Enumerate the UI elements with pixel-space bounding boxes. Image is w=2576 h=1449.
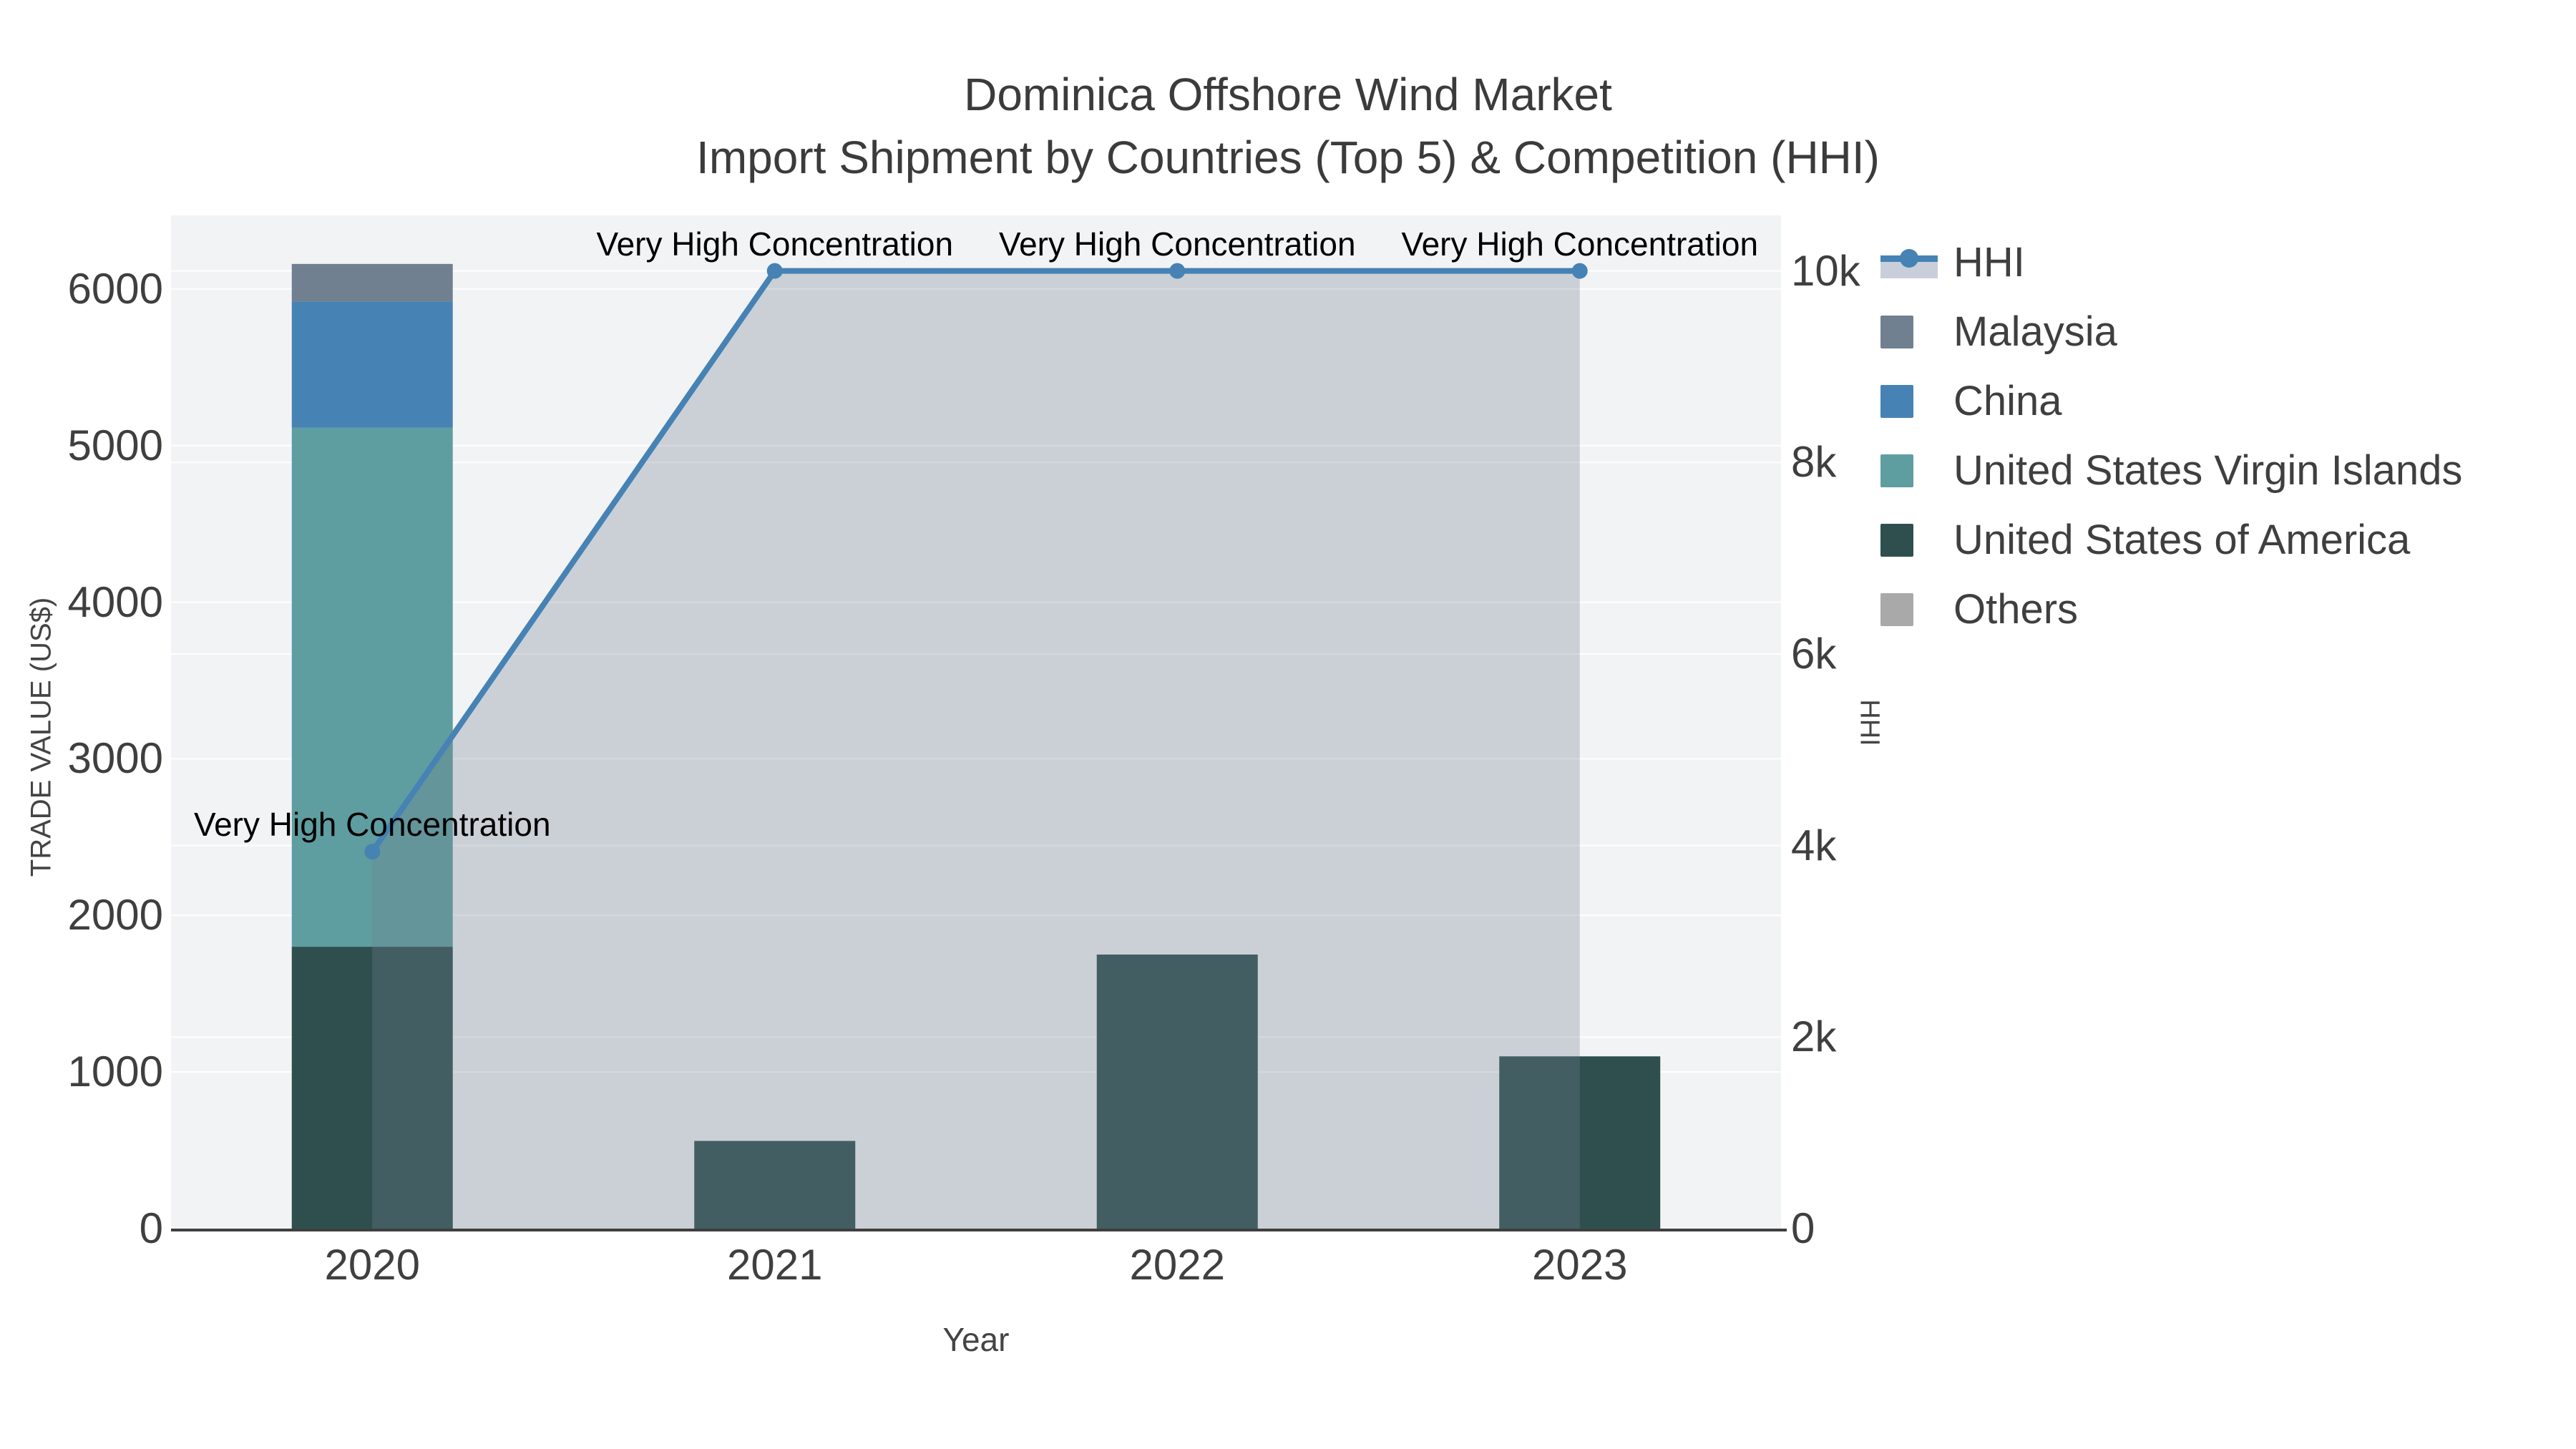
swatch-malaysia bbox=[1880, 315, 1913, 348]
y-left-tick-0: 0 bbox=[139, 1204, 163, 1252]
legend-label: United States of America bbox=[1953, 517, 2411, 563]
hhi-marker-2022 bbox=[1169, 263, 1186, 279]
legend-item-malaysia[interactable]: Malaysia bbox=[1880, 297, 2462, 366]
legend: HHI Malaysia China United States Virgin Isl… bbox=[1880, 228, 2462, 644]
legend-label: United States Virgin Islands bbox=[1953, 447, 2463, 494]
color-swatch-icon bbox=[1880, 523, 1941, 557]
legend-label: Malaysia bbox=[1953, 308, 2117, 355]
legend-item-hhi[interactable]: HHI bbox=[1880, 228, 2462, 297]
y-axis-left-title: TRADE VALUE (US$) bbox=[25, 597, 57, 877]
bar-2023-united-states-of-america bbox=[1499, 1056, 1661, 1229]
bar-2020-china bbox=[291, 301, 453, 428]
y-right-tick-0: 0 bbox=[1791, 1204, 1815, 1252]
x-tick-2021: 2021 bbox=[727, 1241, 823, 1289]
legend-item-china[interactable]: China bbox=[1880, 366, 2462, 436]
y-axis-right-title: HHI bbox=[1854, 699, 1885, 746]
legend-label: Others bbox=[1953, 586, 2079, 633]
color-swatch-icon bbox=[1880, 454, 1941, 487]
chart-title-line2: Import Shipment by Countries (Top 5) & C… bbox=[696, 132, 1880, 183]
legend-item-united-states-of-america[interactable]: United States of America bbox=[1880, 505, 2462, 575]
bar-2020-malaysia bbox=[291, 263, 453, 302]
swatch-china bbox=[1880, 384, 1913, 418]
y-left-tick-6000: 6000 bbox=[67, 264, 163, 313]
hhi-marker-2021 bbox=[766, 263, 783, 279]
hhi-line bbox=[369, 268, 1580, 854]
x-tick-2020: 2020 bbox=[324, 1241, 420, 1289]
hhi-marker-2023 bbox=[1571, 263, 1588, 279]
color-swatch-icon bbox=[1880, 315, 1941, 348]
y-left-tick-4000: 4000 bbox=[67, 577, 163, 626]
bar-2022-united-states-of-america bbox=[1096, 955, 1258, 1229]
legend-label: China bbox=[1953, 378, 2062, 424]
bar-2020-united-states-of-america bbox=[291, 947, 453, 1229]
y-left-tick-1000: 1000 bbox=[67, 1048, 163, 1096]
chart-title-block: Dominica Offshore Wind Market Import Shi… bbox=[0, 63, 2576, 189]
y-right-tick-6k: 6k bbox=[1791, 629, 1837, 678]
hhi-line-legend-icon bbox=[1880, 243, 1941, 283]
y-right-tick-8k: 8k bbox=[1791, 438, 1837, 487]
annotation-2023: Very High Concentration bbox=[1401, 225, 1759, 263]
x-tick-2023: 2023 bbox=[1532, 1241, 1628, 1289]
annotation-2021: Very High Concentration bbox=[596, 225, 954, 263]
y-right-tick-4k: 4k bbox=[1791, 821, 1837, 869]
legend-item-united-states-virgin-islands[interactable]: United States Virgin Islands bbox=[1880, 436, 2462, 505]
chart-title-line1: Dominica Offshore Wind Market bbox=[964, 69, 1612, 120]
annotation-2020: Very High Concentration bbox=[193, 806, 551, 844]
y-right-tick-10k: 10k bbox=[1791, 246, 1860, 295]
bar-2020-united-states-virgin-islands bbox=[291, 427, 453, 947]
color-swatch-icon bbox=[1880, 592, 1941, 626]
legend-item-others[interactable]: Others bbox=[1880, 575, 2462, 644]
hhi-marker-2020 bbox=[364, 844, 381, 860]
x-axis-title: Year bbox=[942, 1321, 1010, 1358]
y-left-tick-5000: 5000 bbox=[67, 421, 163, 469]
swatch-united-states-of-america bbox=[1880, 523, 1913, 557]
swatch-united-states-virgin-islands bbox=[1880, 454, 1913, 487]
swatch-others bbox=[1880, 592, 1913, 626]
color-swatch-icon bbox=[1880, 384, 1941, 418]
y-left-tick-2000: 2000 bbox=[67, 891, 163, 940]
legend-label: HHI bbox=[1953, 239, 2025, 286]
hhi-area-fill bbox=[372, 270, 1580, 1229]
y-right-tick-2k: 2k bbox=[1791, 1013, 1837, 1061]
y-left-tick-3000: 3000 bbox=[67, 734, 163, 783]
annotation-2022: Very High Concentration bbox=[998, 225, 1356, 263]
bar-2021-united-states-of-america bbox=[694, 1141, 856, 1229]
x-tick-2022: 2022 bbox=[1129, 1241, 1225, 1289]
hhi-line-glyph bbox=[1880, 248, 1938, 278]
